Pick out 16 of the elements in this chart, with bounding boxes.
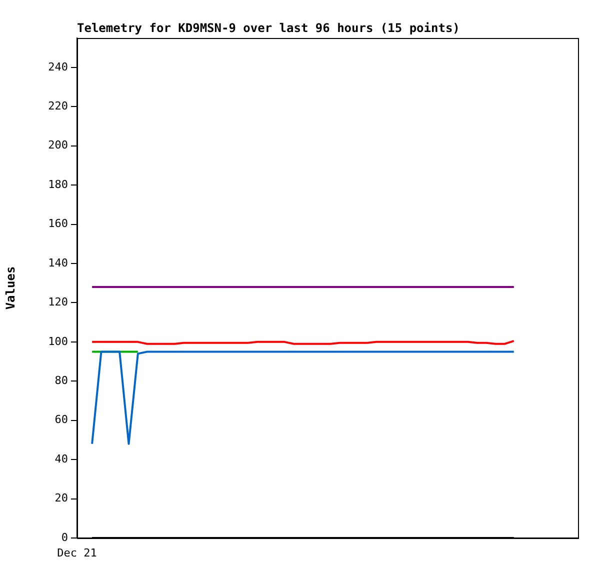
text: Dec 21 xyxy=(57,546,97,560)
y-tick-label: 100 xyxy=(48,334,68,348)
y-tick-label: 0 xyxy=(61,530,68,544)
y-tick-label: 180 xyxy=(48,178,68,191)
y-tick-label: 20 xyxy=(54,492,68,505)
y-tick-label: 160 xyxy=(48,217,68,230)
y-tick-label: 140 xyxy=(48,256,68,270)
chart-title: Telemetry for KD9MSN-9 over last 96 hours (15 points) xyxy=(77,21,460,36)
y-tick-label: 60 xyxy=(54,413,68,426)
y-tick-label: 120 xyxy=(48,296,68,309)
y-tick-label: 40 xyxy=(54,452,68,466)
y-tick-label: 220 xyxy=(48,99,68,112)
y-tick-label: 200 xyxy=(48,138,68,152)
y-axis-title: Values xyxy=(3,266,18,310)
y-tick-label: 240 xyxy=(48,60,68,74)
y-tick-label: 80 xyxy=(54,374,68,387)
